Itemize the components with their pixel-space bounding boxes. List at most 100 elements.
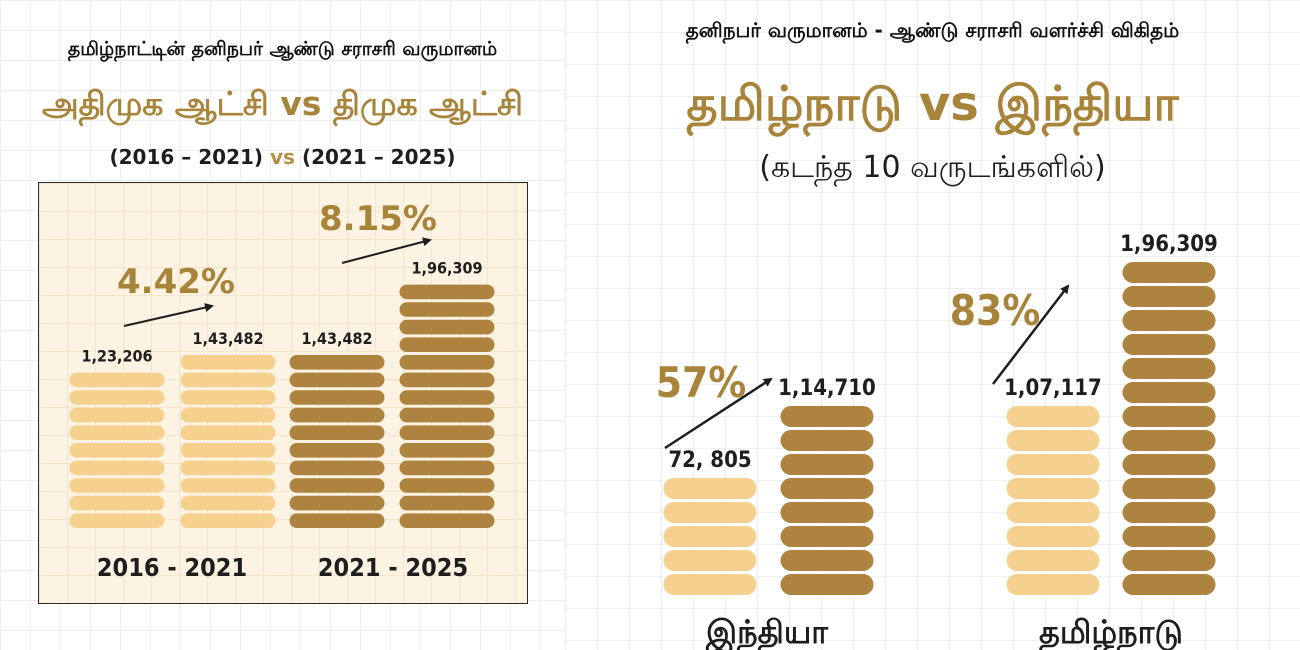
right-bar-4-coin bbox=[1122, 430, 1216, 451]
right-bar-4-coin bbox=[1122, 502, 1216, 523]
right-bar-4-coin bbox=[1122, 310, 1216, 331]
right-bar-3-coin bbox=[1006, 406, 1100, 427]
left-bar-4-coin bbox=[399, 319, 495, 335]
right-title-vs: vs bbox=[918, 76, 979, 132]
left-growth-arrow-1 bbox=[123, 303, 214, 327]
left-growth-label-2: 8.15% bbox=[319, 199, 437, 239]
left-bar-1-coin bbox=[69, 443, 165, 458]
right-bar-4-coin bbox=[1122, 406, 1216, 427]
left-bar-4-coin bbox=[399, 372, 495, 388]
left-periods: (2016 – 2021) vs (2021 – 2025) bbox=[0, 145, 565, 169]
left-bar-3-coin bbox=[289, 407, 385, 423]
left-title-admk: அதிமுக ஆட்சி bbox=[41, 84, 269, 123]
right-bar-4-label: 1,96,309 bbox=[1120, 232, 1218, 257]
right-panel: தனிநபர் வருமானம் - ஆண்டு சராசரி வளர்ச்சி… bbox=[565, 0, 1300, 650]
right-bar-1-label: 72, 805 bbox=[668, 448, 751, 473]
left-bar-2-coin bbox=[180, 443, 276, 458]
right-bar-2-coin bbox=[780, 574, 874, 595]
left-title-vs: vs bbox=[280, 84, 322, 123]
left-bar-3-label: 1,43,482 bbox=[301, 329, 372, 348]
left-bar-4-label: 1,96,309 bbox=[411, 259, 482, 278]
right-bar-1-coin bbox=[663, 574, 757, 595]
left-bar-4-coin bbox=[399, 407, 495, 423]
right-title-line2: தமிழ்நாடு vs இந்தியா bbox=[565, 76, 1300, 138]
left-bar-1-coin bbox=[69, 495, 165, 511]
left-bar-4-coin bbox=[399, 513, 495, 528]
right-bar-2-coin bbox=[780, 478, 874, 499]
right-bar-1-coin bbox=[663, 478, 757, 499]
left-bar-2-coin bbox=[180, 425, 276, 440]
left-bar-4-coin bbox=[399, 390, 495, 405]
right-bar-2-coin bbox=[780, 526, 874, 547]
left-bar-3-coin bbox=[289, 372, 385, 388]
left-bar-1-coin bbox=[69, 513, 165, 528]
left-bar-2-coin bbox=[180, 478, 276, 493]
right-bar-4-coin bbox=[1122, 334, 1216, 355]
right-bar-4-coin bbox=[1122, 574, 1216, 595]
left-bar-1-coin bbox=[69, 425, 165, 440]
right-bar-3-coin bbox=[1006, 454, 1100, 475]
left-bar-1-label: 1,23,206 bbox=[81, 347, 152, 366]
left-bar-2-coin bbox=[180, 495, 276, 511]
left-period-b: (2021 – 2025) bbox=[301, 145, 456, 169]
left-period-a: (2016 – 2021) bbox=[109, 145, 264, 169]
left-bar-4-coin bbox=[399, 460, 495, 476]
left-panel: தமிழ்நாட்டின் தனிநபர் ஆண்டு சராசரி வருமா… bbox=[0, 0, 565, 650]
left-bar-2-coin bbox=[180, 460, 276, 476]
right-growth-arrow-2 bbox=[992, 284, 1070, 385]
left-bar-4-coin bbox=[399, 495, 495, 511]
right-bar-2-coin bbox=[780, 430, 874, 451]
right-bar-1-coin bbox=[663, 550, 757, 571]
right-category-label: தமிழ்நாடு bbox=[1039, 613, 1183, 650]
right-growth-label-1: 57% bbox=[656, 358, 746, 407]
left-bar-1-coin bbox=[69, 407, 165, 423]
right-bar-4-coin bbox=[1122, 358, 1216, 379]
left-bar-3-coin bbox=[289, 513, 385, 528]
right-title-line1: தனிநபர் வருமானம் - ஆண்டு சராசரி வளர்ச்சி… bbox=[685, 18, 1180, 42]
right-bar-3-coin bbox=[1006, 526, 1100, 547]
left-bar-2-coin bbox=[180, 372, 276, 388]
left-bar-2-coin bbox=[180, 390, 276, 405]
left-growth-label-1: 4.42% bbox=[117, 262, 235, 302]
right-bar-3-coin bbox=[1006, 502, 1100, 523]
right-bar-4-coin bbox=[1122, 382, 1216, 403]
left-category-label: 2021 - 2025 bbox=[318, 553, 468, 582]
left-bar-2-coin bbox=[180, 407, 276, 423]
left-chart: 1,23,206 1,43,482 1,43,482 1,96,309 2016 - 2… bbox=[69, 199, 495, 582]
left-bar-4-coin bbox=[399, 425, 495, 440]
left-bar-3-coin bbox=[289, 478, 385, 493]
left-bar-2-coin bbox=[180, 513, 276, 528]
left-title-line2: அதிமுக ஆட்சி vs திமுக ஆட்சி bbox=[0, 84, 565, 128]
left-bar-3-coin bbox=[289, 443, 385, 458]
left-period-vs: vs bbox=[270, 145, 295, 169]
right-growth-label-2: 83% bbox=[950, 286, 1040, 335]
left-bar-2-coin bbox=[180, 355, 276, 370]
right-bar-2-coin bbox=[780, 502, 874, 523]
left-bar-1-coin bbox=[69, 372, 165, 388]
right-bar-3-coin bbox=[1006, 478, 1100, 499]
left-bar-1-coin bbox=[69, 460, 165, 476]
left-bar-1-coin bbox=[69, 478, 165, 493]
right-bar-4-coin bbox=[1122, 526, 1216, 547]
right-bar-4-coin bbox=[1122, 262, 1216, 283]
right-title-india: இந்தியா bbox=[995, 76, 1179, 132]
left-bar-4-coin bbox=[399, 478, 495, 493]
right-bar-4-coin bbox=[1122, 550, 1216, 571]
right-bar-1-coin bbox=[663, 502, 757, 523]
right-subtitle: (கடந்த 10 வருடங்களில்) bbox=[759, 150, 1106, 185]
right-bar-3-coin bbox=[1006, 430, 1100, 451]
left-bar-3-coin bbox=[289, 495, 385, 511]
right-bar-2-label: 1,14,710 bbox=[778, 376, 876, 401]
left-bar-4-coin bbox=[399, 337, 495, 352]
left-bar-3-coin bbox=[289, 460, 385, 476]
right-bar-2-coin bbox=[780, 550, 874, 571]
left-bar-3-coin bbox=[289, 355, 385, 370]
right-category-label: இந்தியா bbox=[705, 613, 829, 650]
left-bar-3-coin bbox=[289, 390, 385, 405]
left-bar-4-coin bbox=[399, 284, 495, 300]
right-title-tn: தமிழ்நாடு bbox=[686, 76, 903, 132]
left-bar-4-coin bbox=[399, 443, 495, 458]
right-bar-4-coin bbox=[1122, 478, 1216, 499]
left-bar-4-coin bbox=[399, 302, 495, 317]
right-growth-arrow-1 bbox=[664, 377, 773, 450]
